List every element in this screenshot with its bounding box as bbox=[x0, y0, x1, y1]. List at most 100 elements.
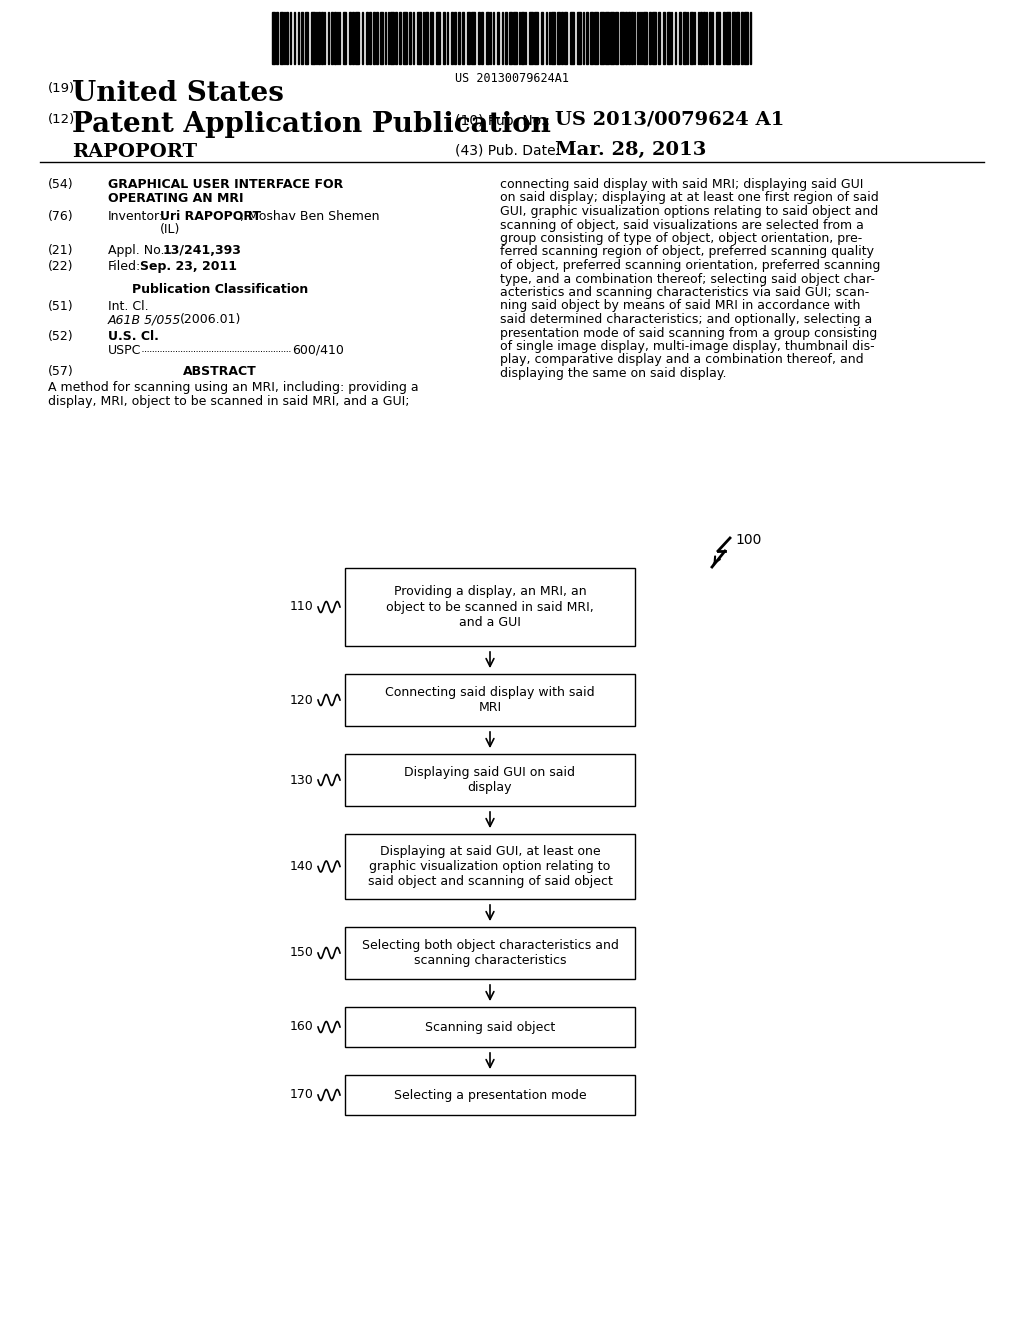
Bar bbox=[451, 12, 453, 63]
Bar bbox=[521, 12, 524, 63]
Bar bbox=[478, 12, 480, 63]
Bar bbox=[376, 12, 378, 63]
Bar bbox=[345, 1007, 635, 1047]
Text: of object, preferred scanning orientation, preferred scanning: of object, preferred scanning orientatio… bbox=[500, 259, 881, 272]
Bar bbox=[481, 12, 483, 63]
Text: (43) Pub. Date:: (43) Pub. Date: bbox=[455, 143, 560, 157]
Bar bbox=[509, 12, 512, 63]
Text: US 2013/0079624 A1: US 2013/0079624 A1 bbox=[555, 111, 784, 129]
Bar bbox=[373, 12, 375, 63]
Bar bbox=[551, 12, 555, 63]
Text: display, MRI, object to be scanned in said MRI, and a GUI;: display, MRI, object to be scanned in sa… bbox=[48, 395, 410, 408]
Text: group consisting of type of object, object orientation, pre-: group consisting of type of object, obje… bbox=[500, 232, 862, 246]
Bar bbox=[425, 12, 428, 63]
Bar bbox=[600, 12, 604, 63]
Bar bbox=[652, 12, 656, 63]
Bar bbox=[345, 1074, 635, 1115]
Bar bbox=[390, 12, 394, 63]
Bar bbox=[380, 12, 383, 63]
Bar bbox=[557, 12, 560, 63]
Text: (76): (76) bbox=[48, 210, 74, 223]
Text: (22): (22) bbox=[48, 260, 74, 273]
Text: Selecting a presentation mode: Selecting a presentation mode bbox=[393, 1089, 587, 1101]
Bar bbox=[736, 12, 739, 63]
Text: on said display; displaying at at least one first region of said: on said display; displaying at at least … bbox=[500, 191, 879, 205]
Bar bbox=[667, 12, 670, 63]
Bar bbox=[272, 12, 275, 63]
Bar bbox=[570, 12, 574, 63]
Text: 130: 130 bbox=[290, 774, 313, 787]
Bar bbox=[610, 12, 614, 63]
Bar bbox=[458, 12, 460, 63]
Text: Mar. 28, 2013: Mar. 28, 2013 bbox=[555, 141, 707, 158]
Text: ABSTRACT: ABSTRACT bbox=[183, 366, 257, 378]
Text: 160: 160 bbox=[290, 1020, 313, 1034]
Bar bbox=[605, 12, 609, 63]
Text: Selecting both object characteristics and
scanning characteristics: Selecting both object characteristics an… bbox=[361, 939, 618, 968]
Bar bbox=[454, 12, 456, 63]
Text: A61B 5/055: A61B 5/055 bbox=[108, 314, 181, 326]
Bar bbox=[628, 12, 630, 63]
Text: Displaying at said GUI, at least one
graphic visualization option relating to
sa: Displaying at said GUI, at least one gra… bbox=[368, 845, 612, 888]
Text: (12): (12) bbox=[48, 114, 75, 125]
Bar bbox=[345, 675, 635, 726]
Bar bbox=[505, 12, 507, 63]
Bar bbox=[305, 12, 308, 63]
Text: Scanning said object: Scanning said object bbox=[425, 1020, 555, 1034]
Text: Patent Application Publication: Patent Application Publication bbox=[72, 111, 551, 139]
Text: acteristics and scanning characteristics via said GUI; scan-: acteristics and scanning characteristics… bbox=[500, 286, 869, 300]
Bar bbox=[417, 12, 421, 63]
Text: (2006.01): (2006.01) bbox=[180, 314, 242, 326]
Bar bbox=[343, 12, 346, 63]
Text: presentation mode of said scanning from a group consisting: presentation mode of said scanning from … bbox=[500, 326, 878, 339]
Bar bbox=[395, 12, 397, 63]
Text: 150: 150 bbox=[290, 946, 314, 960]
Text: US 20130079624A1: US 20130079624A1 bbox=[455, 73, 569, 84]
Text: type, and a combination thereof; selecting said object char-: type, and a combination thereof; selecti… bbox=[500, 272, 874, 285]
Text: U.S. Cl.: U.S. Cl. bbox=[108, 330, 159, 343]
Bar bbox=[321, 12, 323, 63]
Bar bbox=[700, 12, 702, 63]
Bar bbox=[534, 12, 538, 63]
Bar bbox=[690, 12, 693, 63]
Bar bbox=[486, 12, 489, 63]
Text: Inventor:: Inventor: bbox=[108, 210, 164, 223]
Text: ning said object by means of said MRI in accordance with: ning said object by means of said MRI in… bbox=[500, 300, 860, 313]
Bar bbox=[586, 12, 588, 63]
Text: (51): (51) bbox=[48, 300, 74, 313]
Bar bbox=[683, 12, 686, 63]
Bar bbox=[541, 12, 543, 63]
Text: Displaying said GUI on said
display: Displaying said GUI on said display bbox=[404, 766, 575, 795]
Text: GUI, graphic visualization options relating to said object and: GUI, graphic visualization options relat… bbox=[500, 205, 879, 218]
Text: 120: 120 bbox=[290, 693, 313, 706]
Bar bbox=[703, 12, 705, 63]
Text: 100: 100 bbox=[735, 533, 762, 546]
Text: United States: United States bbox=[72, 81, 284, 107]
Bar bbox=[631, 12, 633, 63]
Bar bbox=[276, 12, 278, 63]
Text: A method for scanning using an MRI, including: providing a: A method for scanning using an MRI, incl… bbox=[48, 381, 419, 393]
Bar bbox=[577, 12, 581, 63]
Text: , Moshav Ben Shemen: , Moshav Ben Shemen bbox=[240, 210, 380, 223]
Text: scanning of object, said visualizations are selected from a: scanning of object, said visualizations … bbox=[500, 219, 864, 231]
Bar bbox=[467, 12, 470, 63]
Bar bbox=[625, 12, 627, 63]
Bar bbox=[345, 834, 635, 899]
Bar bbox=[355, 12, 359, 63]
Bar bbox=[345, 754, 635, 807]
Bar bbox=[462, 12, 464, 63]
Text: displaying the same on said display.: displaying the same on said display. bbox=[500, 367, 726, 380]
Bar bbox=[345, 568, 635, 645]
Text: Int. Cl.: Int. Cl. bbox=[108, 300, 148, 313]
Bar bbox=[471, 12, 475, 63]
Text: ferred scanning region of object, preferred scanning quality: ferred scanning region of object, prefer… bbox=[500, 246, 874, 259]
Text: Sep. 23, 2011: Sep. 23, 2011 bbox=[140, 260, 237, 273]
Text: play, comparative display and a combination thereof, and: play, comparative display and a combinat… bbox=[500, 354, 863, 367]
Text: 600/410: 600/410 bbox=[292, 343, 344, 356]
Bar bbox=[409, 12, 411, 63]
Bar bbox=[497, 12, 499, 63]
Text: connecting said display with said MRI; displaying said GUI: connecting said display with said MRI; d… bbox=[500, 178, 863, 191]
Bar bbox=[620, 12, 624, 63]
Text: (21): (21) bbox=[48, 244, 74, 257]
Bar bbox=[311, 12, 315, 63]
